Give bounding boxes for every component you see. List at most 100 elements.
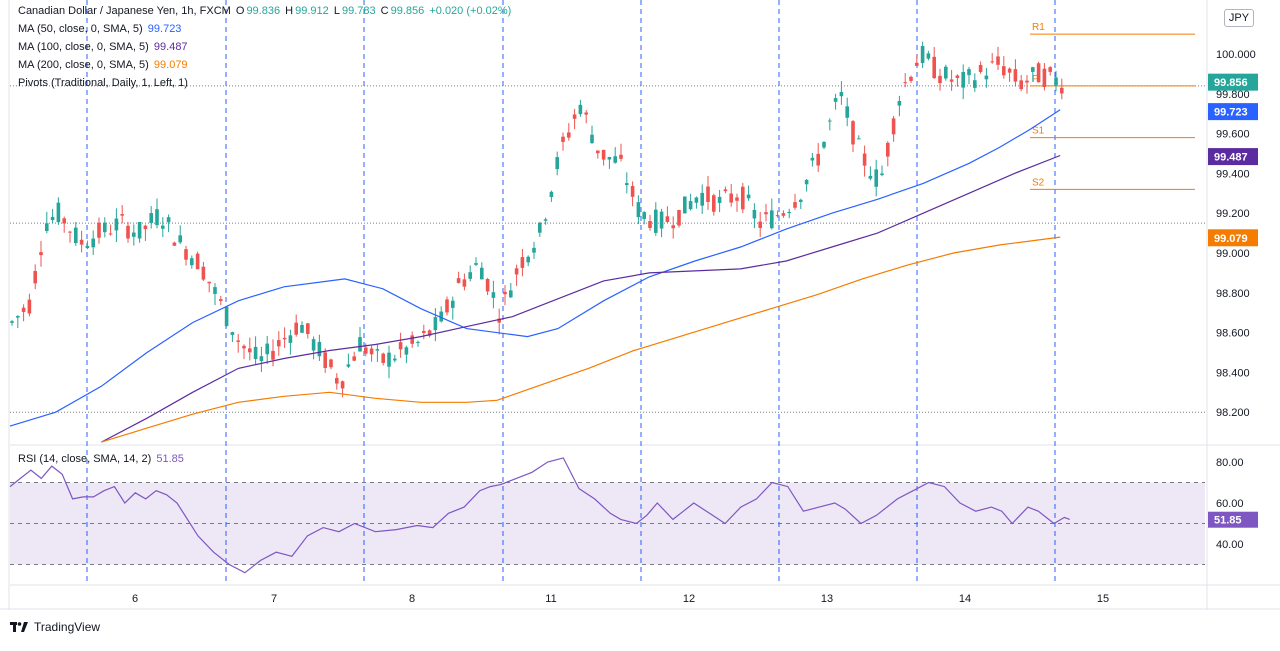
legend-ma200[interactable]: MA (200, close, 0, SMA, 5) 99.079 <box>18 56 190 74</box>
candle-body <box>456 278 461 283</box>
candle-body <box>79 239 84 245</box>
candle-body <box>282 337 287 340</box>
candle-body <box>659 211 664 229</box>
candle-body <box>253 346 258 360</box>
candle-body <box>462 279 467 287</box>
candle-body <box>369 348 374 355</box>
candle-body <box>427 330 432 336</box>
candle-body <box>532 247 536 253</box>
candle-body <box>271 350 275 360</box>
time-tick-label: 14 <box>959 593 971 605</box>
candle-body <box>549 191 554 197</box>
candle-body <box>654 209 658 233</box>
candle-body <box>781 213 786 216</box>
legend-ma50[interactable]: MA (50, close, 0, SMA, 5) 99.723 <box>18 20 183 38</box>
candle-body <box>1002 66 1006 76</box>
price-tag-label: 99.856 <box>1214 77 1248 89</box>
price-tick-label: 99.000 <box>1216 248 1250 260</box>
candle-body <box>723 189 728 192</box>
candle-body <box>85 245 90 249</box>
rsi-tick-label: 60.00 <box>1216 498 1244 510</box>
time-tick-label: 15 <box>1097 593 1109 605</box>
candle-body <box>909 76 913 81</box>
candle-body <box>944 66 948 79</box>
price-tick-label: 99.400 <box>1216 168 1250 180</box>
candle-body <box>497 318 501 323</box>
tradingview-footer[interactable]: TradingView <box>10 620 100 634</box>
pivot-label-s2: S2 <box>1032 177 1045 188</box>
ohlc-open-value: 99.836 <box>246 5 281 17</box>
candle-body <box>265 343 269 355</box>
price-tick-label: 98.400 <box>1216 367 1250 379</box>
candle-body <box>132 232 136 237</box>
candle-body <box>422 330 426 333</box>
ohlc-high-label: H <box>285 5 294 17</box>
candle-body <box>277 340 281 347</box>
candle-body <box>706 186 710 202</box>
candle-body <box>352 356 356 361</box>
candle-body <box>433 317 438 331</box>
price-tick-label: 99.200 <box>1216 208 1250 220</box>
candle-body <box>665 216 670 222</box>
legend-ma100[interactable]: MA (100, close, 0, SMA, 5) 99.487 <box>18 38 190 56</box>
legend-rsi[interactable]: RSI (14, close, SMA, 14, 2) 51.85 <box>18 450 186 468</box>
time-tick-label: 13 <box>821 593 833 605</box>
ohlc-low-value: 99.783 <box>341 5 376 17</box>
candle-body <box>700 192 704 206</box>
candle-body <box>938 75 942 84</box>
legend-pivots[interactable]: Pivots (Traditional, Daily, 1, Left, 1) <box>18 74 190 92</box>
currency-badge[interactable]: JPY <box>1224 9 1254 27</box>
candle-body <box>712 195 716 212</box>
candle-body <box>201 266 206 280</box>
price-tick-label: 100.000 <box>1216 49 1256 61</box>
ma100-label: MA (100, close, 0, SMA, 5) <box>18 41 149 53</box>
candle-body <box>259 356 264 362</box>
candle-body <box>56 202 61 223</box>
candle-body <box>613 156 617 163</box>
candle-body <box>21 307 26 312</box>
candle-body <box>103 222 107 233</box>
candle-body <box>764 212 768 215</box>
candle-body <box>236 340 240 342</box>
rsi-line <box>9 457 1070 574</box>
candle-body <box>294 322 298 335</box>
candle-body <box>10 321 14 323</box>
candle-body <box>746 194 751 199</box>
candle-body <box>33 271 37 284</box>
ma100-line <box>101 154 1061 443</box>
candle-body <box>543 219 548 221</box>
candle-body <box>219 299 223 302</box>
price-tag-box <box>1208 73 1258 91</box>
ohlc-change: +0.020 (+0.02%) <box>429 5 512 17</box>
candle-body <box>306 323 310 334</box>
price-tag-box <box>1208 229 1258 247</box>
candle-body <box>955 75 960 78</box>
candle-body <box>862 153 867 166</box>
pivot-label-r1: R1 <box>1032 22 1045 33</box>
candle-body <box>868 175 873 179</box>
candle-body <box>567 132 571 138</box>
candle-body <box>143 225 148 230</box>
candle-body <box>364 347 368 354</box>
candle-body <box>514 268 519 275</box>
candle-body <box>874 169 878 187</box>
candle-body <box>439 311 443 322</box>
ohlc-open-label: O <box>235 5 245 17</box>
candle-body <box>810 157 815 161</box>
candle-body <box>398 342 403 350</box>
candle-body <box>509 290 513 298</box>
candle-body <box>741 186 745 210</box>
price-tag-box <box>1208 103 1258 121</box>
candle-body <box>242 345 246 349</box>
candle-body <box>1019 80 1023 90</box>
candle-body <box>404 347 409 355</box>
candle-body <box>538 222 542 233</box>
candle-body <box>932 56 936 79</box>
candle-body <box>16 316 20 318</box>
candle-body <box>184 249 188 260</box>
candle-body <box>230 332 235 335</box>
candle-body <box>114 218 119 231</box>
ma100-value: 99.487 <box>153 41 188 53</box>
pivots-label: Pivots (Traditional, Daily, 1, Left, 1) <box>18 77 188 89</box>
